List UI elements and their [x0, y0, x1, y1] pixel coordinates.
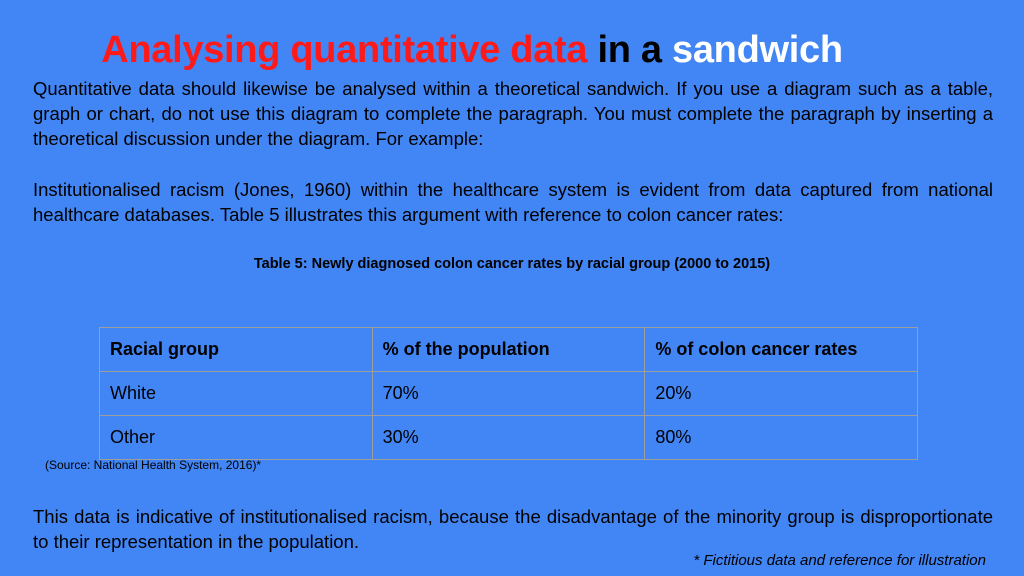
example-paragraph: Institutionalised racism (Jones, 1960) w… [33, 179, 993, 225]
table-caption: Table 5: Newly diagnosed colon cancer ra… [253, 256, 771, 272]
table-source: (Source: National Health System, 2016)* [45, 458, 262, 472]
intro-paragraph: Quantitative data should likewise be ana… [33, 78, 993, 149]
header-population: % of the population [371, 327, 646, 372]
title-part-white: sandwich [672, 29, 843, 71]
footnote: * Fictitious data and reference for illu… [693, 552, 986, 569]
title-part-black: in a [597, 29, 662, 71]
data-table: Racial group % of the population % of co… [99, 327, 918, 460]
table-cell: 80% [644, 415, 918, 460]
slide-title: Analysing quantitative data in a sandwic… [0, 24, 944, 76]
title-part-red: Analysing quantitative data [101, 29, 588, 71]
table-row: White 70% 20% [99, 371, 918, 416]
header-cancer-rates: % of colon cancer rates [644, 327, 918, 372]
conclusion-paragraph: This data is indicative of institutional… [33, 506, 993, 552]
table-header-row: Racial group % of the population % of co… [99, 327, 918, 372]
header-racial-group: Racial group [99, 327, 373, 372]
table-cell: 30% [371, 415, 646, 460]
table-row: Other 30% 80% [99, 415, 918, 460]
table-cell: White [99, 371, 373, 416]
table-cell: Other [99, 415, 373, 460]
table-cell: 70% [371, 371, 646, 416]
table-cell: 20% [644, 371, 918, 416]
